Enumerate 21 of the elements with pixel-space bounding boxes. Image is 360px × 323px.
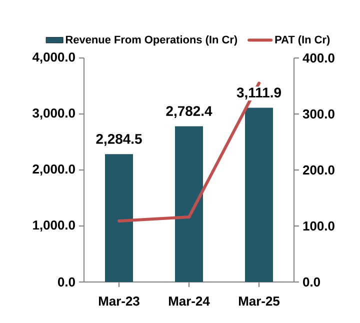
legend-label: PAT (In Cr)	[275, 35, 330, 46]
y2-tick-label: 100.0	[303, 221, 334, 231]
x-tick-label: Mar-23	[98, 296, 140, 306]
data-label: 2,284.5	[96, 134, 142, 146]
y2-tick-label: 0.0	[303, 277, 320, 287]
y-tick-label: 0.0	[58, 277, 75, 287]
x-tick-label: Mar-24	[168, 296, 210, 306]
legend-label: Revenue From Operations (In Cr)	[66, 35, 238, 46]
y-tick-label: 1,000.0	[33, 220, 75, 232]
y2-tick-label: 400.0	[302, 53, 334, 63]
y-tick-label: 2,000.0	[32, 164, 75, 176]
data-label: 3,111.9	[236, 88, 281, 100]
x-tick-label: Mar-25	[238, 296, 280, 306]
bar	[175, 126, 203, 282]
bar	[105, 154, 133, 282]
y-tick-label: 3,000.0	[32, 108, 75, 120]
y2-tick-label: 200.0	[302, 165, 334, 175]
data-label: 2,782.4	[166, 106, 212, 118]
y2-tick-label: 300.0	[302, 109, 334, 119]
y-tick-label: 4,000.0	[32, 52, 75, 64]
bar	[245, 108, 273, 282]
